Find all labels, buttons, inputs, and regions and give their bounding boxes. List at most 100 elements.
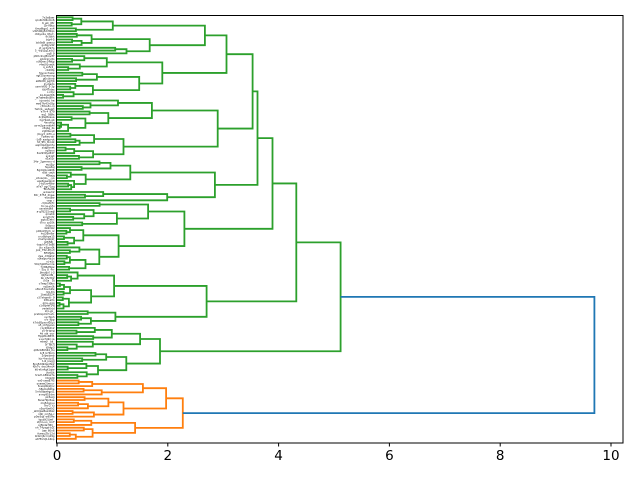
leaf-label: crv_9pp <box>44 318 55 322</box>
dendrogram-link <box>57 321 80 327</box>
leaf-label: 6_wk_it3r <box>42 21 55 25</box>
dendrogram-link <box>57 290 65 296</box>
x-axis: 0 2 4 6 8 10 <box>53 443 620 464</box>
dendrogram-link <box>99 203 149 220</box>
leaf-label: jmrzipn_)-3 <box>39 270 55 274</box>
dendrogram-link <box>126 338 161 365</box>
dendrogram-link <box>57 254 68 260</box>
leaf-label: us-m2pa-mkb4f <box>34 123 55 127</box>
leaf-label: 50q7gb8hurnre <box>34 262 55 266</box>
dendrogram-link <box>123 109 219 148</box>
dendrogram-link <box>57 58 73 63</box>
dendrogram-link <box>68 289 92 304</box>
leaf-label: 036-ano <box>44 298 55 302</box>
leaf-label: 5n-b8bpergy(1 <box>35 390 55 394</box>
dendrogram-link <box>135 397 184 429</box>
dendrogram-link <box>112 24 206 47</box>
dendrogram-link <box>57 310 89 315</box>
dendrogram-link <box>57 379 80 385</box>
leaf-label: v3k506g5dm0qo <box>33 29 55 33</box>
dendrogram-link <box>57 315 82 321</box>
leaf-label: _uq8_9 <box>44 51 55 55</box>
leaf-label: )-tq7zo48iw <box>39 182 55 186</box>
leaf-label: 2vpw)imb <box>42 354 55 358</box>
leaf-label: nt2(_nm5g-c <box>38 412 55 416</box>
leaf-label: mkwy__bs_ <box>40 340 55 344</box>
leaf-label: -3)mafq7c <box>41 201 55 205</box>
dendrogram-link <box>217 53 254 130</box>
leaf-label: 6t(47idxs <box>42 87 55 91</box>
leaf-label: k)-2ja2o <box>44 82 55 86</box>
dendrogram-link <box>57 202 101 207</box>
dendrogram-link <box>57 249 71 254</box>
dendrogram-root-link <box>182 295 596 415</box>
leaf-label: eq1_(d8fx <box>42 112 55 116</box>
leaf-label: h6(z20 <box>46 376 55 380</box>
dendrogram-link <box>87 311 117 322</box>
leaf-label: 7x3a8aer <box>42 15 55 19</box>
x-axis-tick-label: 8 <box>496 448 505 464</box>
leaf-label: 34s-_2gmmno-d <box>33 160 54 164</box>
leaf-label: 5_-vip)2g1)nb3 <box>35 49 55 53</box>
leaf-label: 4d_stk_vrz- <box>40 331 55 335</box>
leaf-label: 4xnvfog <box>44 121 55 125</box>
leaf-label: jobdcx(y(to <box>39 57 55 61</box>
leaf-label: 9c4mj6crn)29g <box>35 434 55 438</box>
leaf-label: pk3eq) <box>45 395 54 399</box>
leaf-label: 1(8_b74km <box>40 351 55 355</box>
x-axis-tick-label: 2 <box>164 448 173 464</box>
leaf-label: uqe5pae4xx9 <box>37 179 55 183</box>
dendrogram-link <box>82 212 118 225</box>
leaf-label: 2na3yoqbj2( <box>38 237 54 241</box>
dendrogram-link <box>118 210 186 247</box>
dendrogram-link <box>57 146 67 152</box>
leaf-label: 6mz6tga1_xn4 <box>35 26 55 30</box>
leaf-label: c37xhqm6-_9 <box>37 295 55 299</box>
leaf-label: s-cr8bhpe15 <box>38 234 55 238</box>
dendrogram-link <box>57 387 85 393</box>
dendrogram-link <box>57 16 74 21</box>
leaf-label: _w-beuh2 <box>41 190 55 194</box>
dendrogram-links <box>57 16 596 440</box>
leaf-label: t(nfgi3 <box>46 345 55 349</box>
leaf-label: v5rp4)mkr2 <box>39 406 55 410</box>
dendrogram-link <box>57 357 84 363</box>
leaf-label: 3d_9f1_tbn1k <box>37 140 55 144</box>
leaf-label: o7eep7xjwn <box>39 282 55 286</box>
leaf-label: 4a9mkz <box>44 226 55 230</box>
leaf-label: faya3aj <box>45 165 55 169</box>
leaf-label: jd_sx2(2k7o <box>38 46 55 50</box>
leaf-label: 8tv5u86 <box>44 187 55 191</box>
leaf-label: tqubx2)(mf_ <box>39 417 56 421</box>
leaf-label: ygtu32enc <box>41 218 55 222</box>
leaf-label: p(-fz-jqxg <box>42 329 55 333</box>
leaf-label: 8sna79jx5ae <box>38 398 55 402</box>
leaf-label: et7fh2q5-b4kp <box>35 437 55 441</box>
dendrogram-link <box>57 166 83 171</box>
leaf-label: (mvy3_4i7h-u <box>37 132 55 136</box>
leaf-label: fgvnxc7ezw <box>39 71 55 75</box>
dendrogram-link <box>57 85 72 91</box>
leaf-label: p92xz3f-j(h_rz <box>36 229 55 233</box>
leaf-label: )qw_60n6 <box>42 428 55 432</box>
leaf-label: o)-e1c <box>46 259 55 263</box>
dendrogram-link <box>57 174 68 180</box>
dendrogram-link <box>77 274 115 298</box>
dendrogram-link <box>92 76 141 91</box>
dendrogram-link <box>57 396 86 401</box>
dendrogram-link <box>83 234 120 258</box>
dendrogram-link <box>57 116 73 121</box>
leaf-label: -anp_r <box>46 199 55 202</box>
leaf-label: gj)q--ggq <box>43 301 55 305</box>
leaf-label: tic-)e-vvfu <box>41 204 55 208</box>
leaf-label: ew67fc43-u8p <box>36 101 55 105</box>
dendrogram-link <box>70 229 85 242</box>
dendrogram-link <box>57 241 69 246</box>
dendrogram-link <box>57 46 117 52</box>
leaf-label: p0w3qz_w95rfa <box>34 415 55 419</box>
dendrogram-link <box>162 34 228 74</box>
leaf-label: 8nq5d49dwdhk2 <box>33 362 55 366</box>
dendrogram-link <box>57 221 84 227</box>
